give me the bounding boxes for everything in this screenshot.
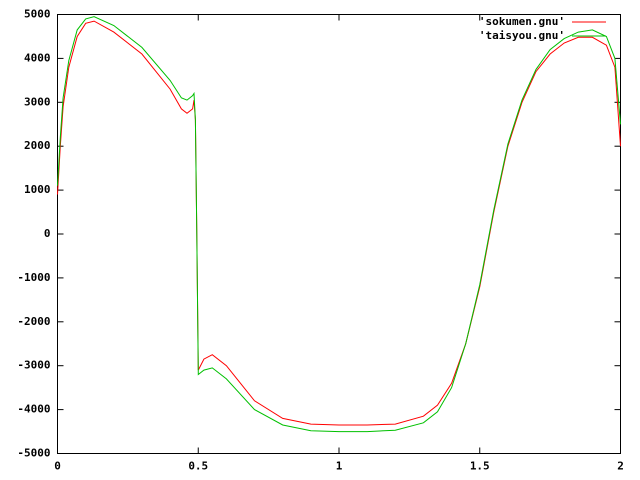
y-tick-label: -2000 (17, 315, 50, 328)
y-tick-label: 3000 (24, 95, 51, 108)
legend-label: 'taisyou.gnu' (479, 29, 565, 42)
y-tick-label: -5000 (17, 447, 50, 460)
x-tick-label: 0.5 (188, 460, 208, 473)
x-tick-label: 2 (617, 460, 624, 473)
plot-frame (57, 14, 621, 454)
y-tick-label: -3000 (17, 359, 50, 372)
series-line (57, 16, 621, 433)
series-line (57, 20, 621, 426)
x-tick-label: 0 (54, 460, 61, 473)
x-tick-label: 1.5 (470, 460, 490, 473)
x-tick-label: 1 (336, 460, 343, 473)
legend-label: 'sokumen.gnu' (479, 15, 565, 28)
y-tick-label: 0 (44, 227, 51, 240)
y-tick-label: -4000 (17, 403, 50, 416)
y-tick-label: 4000 (24, 51, 51, 64)
y-tick-label: 2000 (24, 139, 51, 152)
y-tick-label: 1000 (24, 183, 51, 196)
y-tick-label: 5000 (24, 8, 51, 21)
y-tick-label: -1000 (17, 271, 50, 284)
